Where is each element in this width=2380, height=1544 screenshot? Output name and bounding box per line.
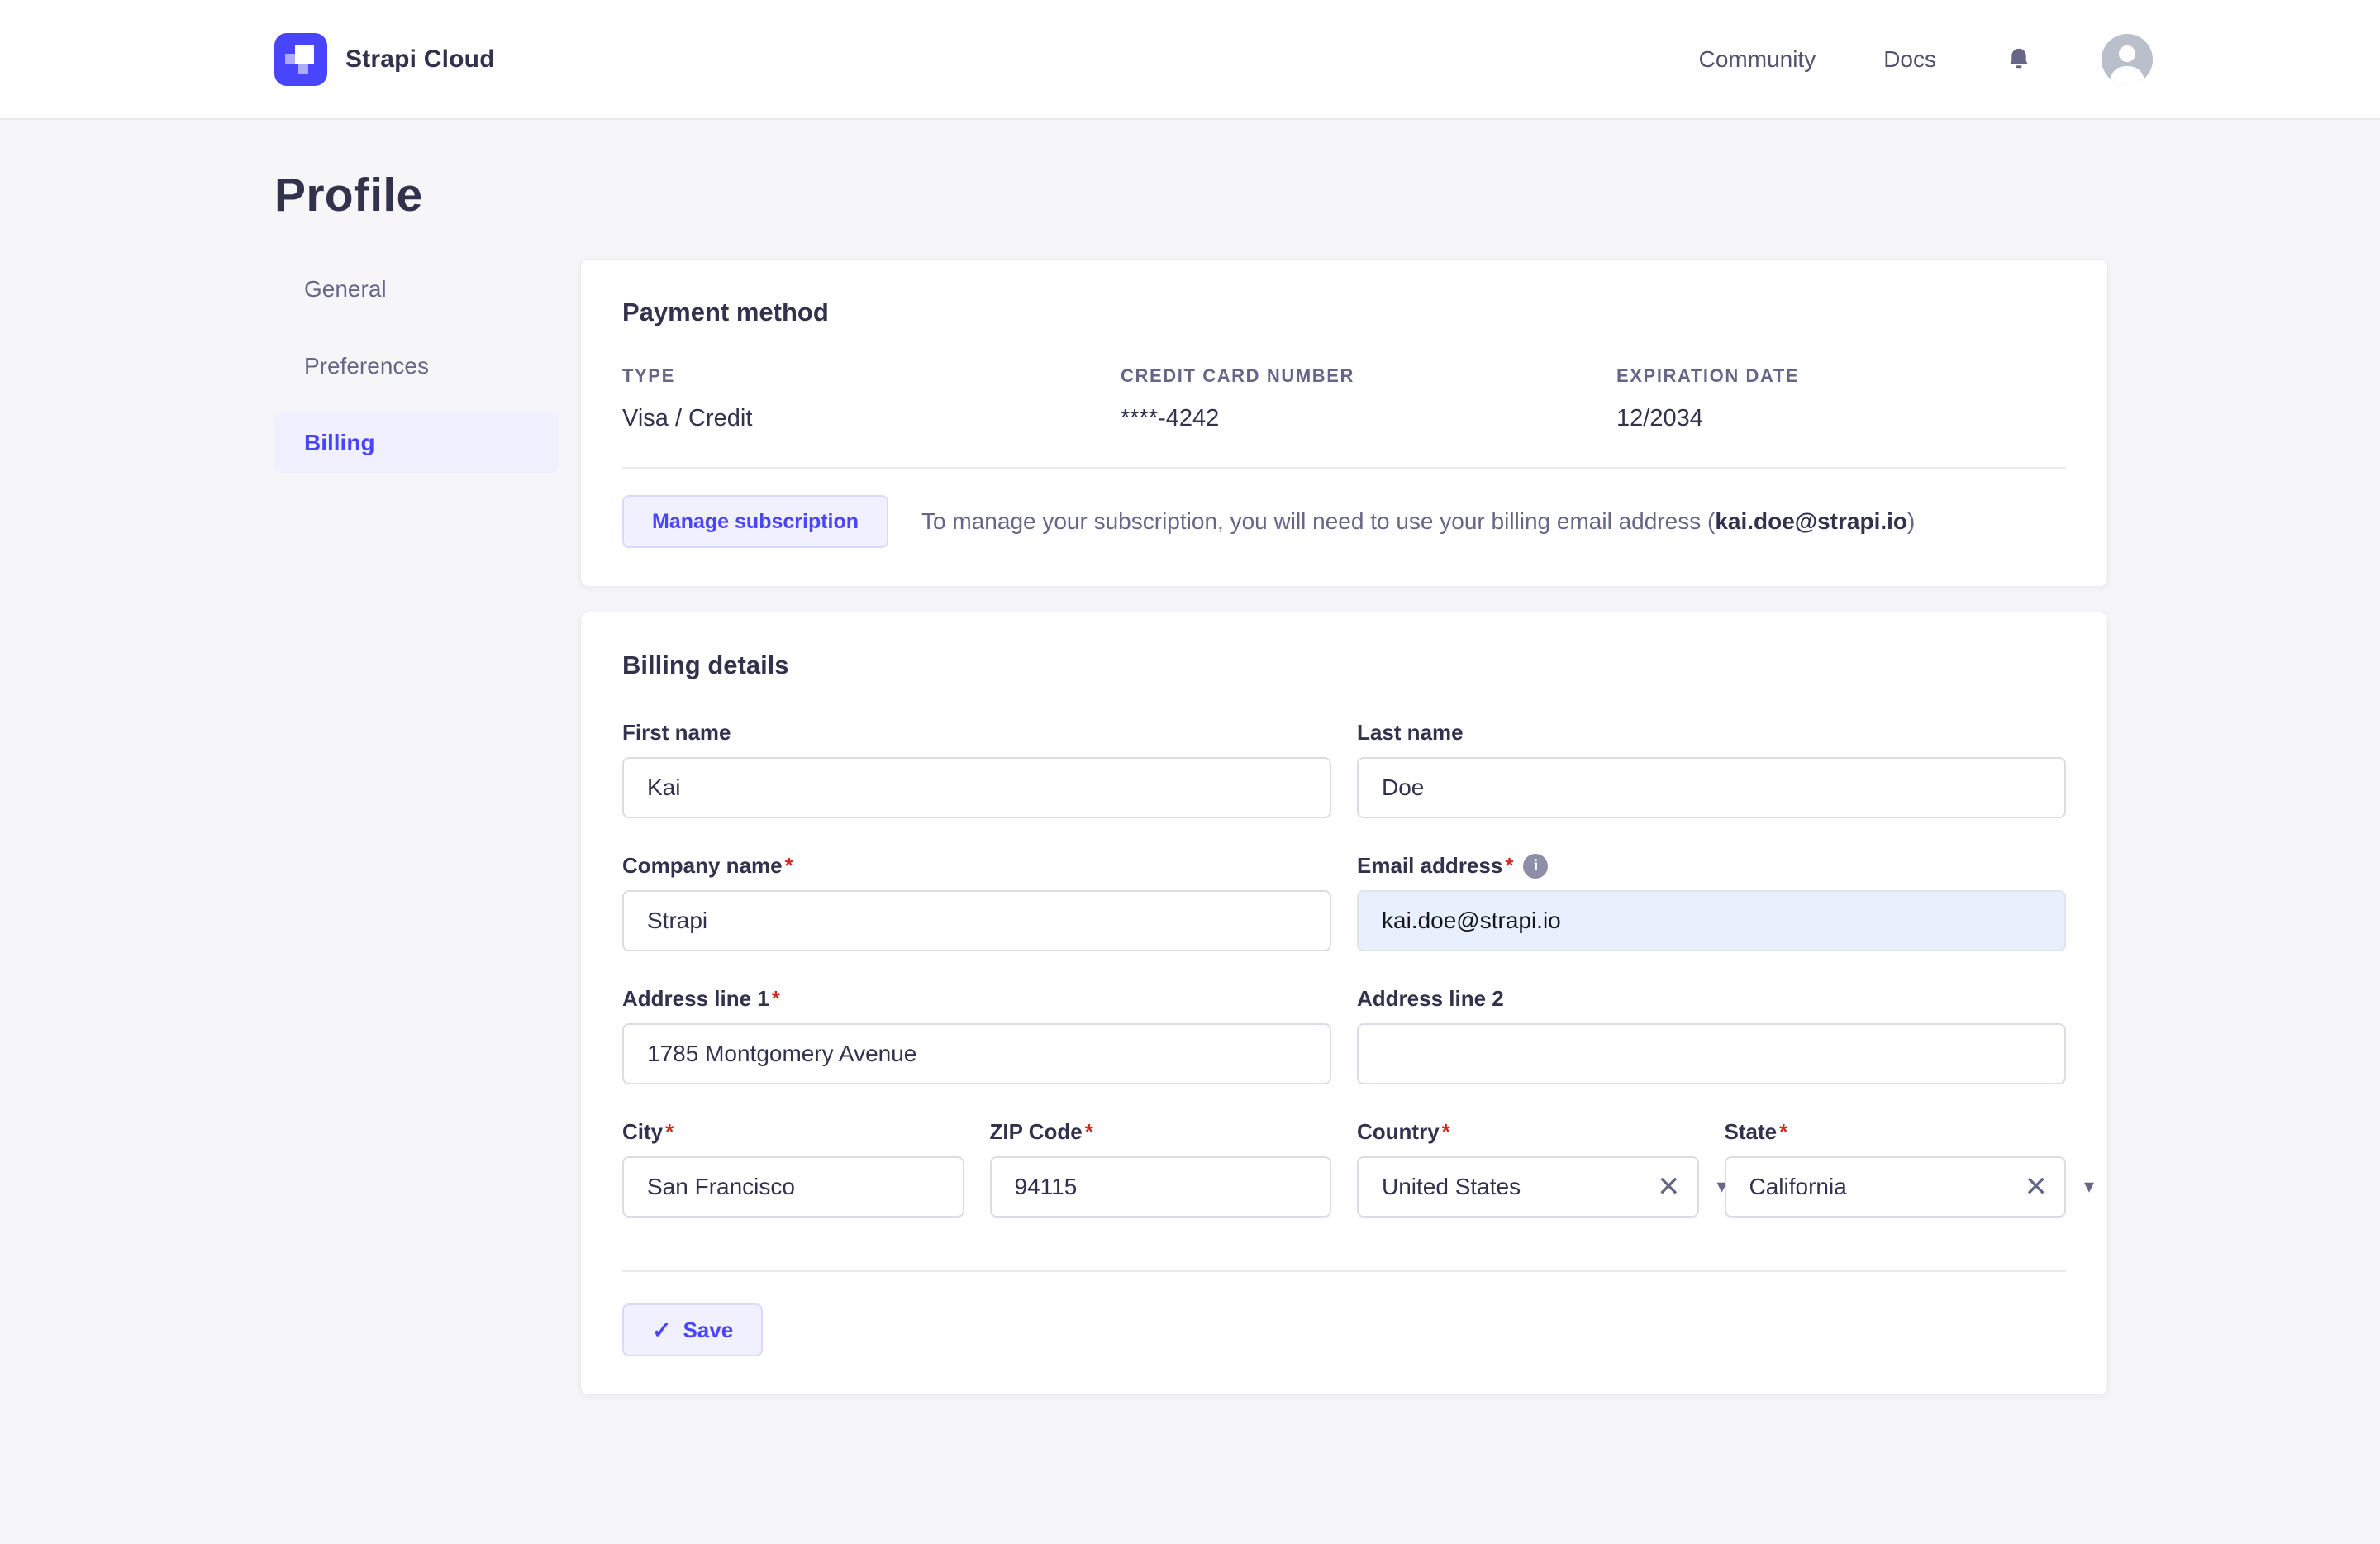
sidebar-item-billing[interactable]: Billing (274, 412, 559, 473)
address-line-1-input[interactable] (622, 1023, 1331, 1084)
country-clear-icon[interactable]: ✕ (1657, 1171, 1681, 1203)
required-asterisk: * (771, 986, 780, 1011)
form-divider (622, 1270, 2066, 1272)
credit-card-column: CREDIT CARD NUMBER ****-4242 (1121, 365, 1616, 432)
expiration-date-label: EXPIRATION DATE (1616, 365, 1800, 386)
billing-details-card: Billing details First name Last name Com… (580, 612, 2108, 1395)
label-text: Company name (622, 853, 783, 878)
state-input[interactable] (1724, 1156, 2066, 1218)
manage-subscription-button[interactable]: Manage subscription (622, 495, 889, 548)
nav-link-docs[interactable]: Docs (1883, 45, 1936, 72)
label-text: Last name (1357, 720, 1464, 745)
label-text: First name (622, 720, 731, 745)
city-field-group: City * (622, 1119, 964, 1218)
expiration-date-value: 12/2034 (1616, 405, 1703, 431)
sidebar-item-label: Billing (304, 429, 375, 455)
first-name-label: First name (622, 720, 1331, 746)
payment-type-column: TYPE Visa / Credit (622, 365, 1121, 432)
zip-code-label: ZIP Code * (990, 1119, 1332, 1145)
required-asterisk: * (1505, 853, 1514, 878)
address-line-1-field-group: Address line 1 * (622, 986, 1331, 1084)
profile-sidebar: General Preferences Billing (274, 259, 559, 489)
payment-type-label: TYPE (622, 365, 675, 386)
last-name-label: Last name (1357, 720, 2066, 746)
required-asterisk: * (665, 1119, 674, 1144)
zip-code-field-group: ZIP Code * (989, 1119, 1332, 1218)
label-text: Email address (1357, 853, 1503, 878)
country-caret-down-icon[interactable]: ▾ (1716, 1175, 1727, 1198)
email-input[interactable] (1357, 890, 2066, 951)
user-avatar[interactable] (2102, 33, 2153, 85)
main-column: Payment method TYPE Visa / Credit CREDIT… (580, 259, 2108, 1395)
payment-method-heading: Payment method (622, 298, 829, 326)
city-input[interactable] (622, 1156, 964, 1218)
required-asterisk: * (1779, 1119, 1788, 1144)
top-bar: Strapi Cloud Community Docs (0, 0, 2380, 120)
nav-link-community[interactable]: Community (1698, 45, 1816, 72)
payment-method-grid: TYPE Visa / Credit CREDIT CARD NUMBER **… (622, 365, 2066, 432)
company-name-input[interactable] (622, 890, 1331, 951)
sidebar-item-label: Preferences (304, 352, 429, 379)
label-text: ZIP Code (989, 1119, 1083, 1144)
state-field-group: State* ✕ ▾ (1724, 1119, 2094, 1218)
address-line-1-label: Address line 1 * (622, 986, 1331, 1012)
manage-subscription-note: To manage your subscription, you will ne… (921, 508, 1915, 535)
state-label: State * (1725, 1119, 2067, 1145)
check-icon: ✓ (652, 1317, 672, 1343)
company-name-field-group: Company name * (622, 853, 1331, 951)
billing-details-heading: Billing details (622, 650, 789, 679)
sidebar-item-preferences[interactable]: Preferences (274, 336, 559, 396)
country-label: Country * (1357, 1119, 1699, 1145)
state-combobox: ✕ ▾ (1724, 1156, 2094, 1218)
notifications-bell-icon[interactable] (2004, 45, 2034, 74)
city-label: City * (622, 1119, 964, 1145)
required-asterisk: * (1084, 1119, 1093, 1144)
sidebar-item-general[interactable]: General (274, 259, 559, 319)
payment-divider (622, 467, 2066, 469)
label-text: City (622, 1119, 664, 1144)
label-text: Address line 1 (622, 986, 769, 1011)
save-button[interactable]: ✓ Save (622, 1303, 764, 1356)
email-label: Email address * i (1357, 853, 2066, 879)
state-clear-icon[interactable]: ✕ (2024, 1171, 2049, 1203)
label-text: Address line 2 (1357, 986, 1504, 1011)
country-input[interactable] (1357, 1156, 1699, 1218)
strapi-logo-icon (274, 32, 327, 86)
zip-code-input[interactable] (989, 1156, 1331, 1218)
page-title: Profile (274, 169, 423, 222)
info-icon[interactable]: i (1523, 853, 1549, 879)
last-name-field-group: Last name (1357, 720, 2066, 818)
required-asterisk: * (1441, 1119, 1450, 1144)
required-asterisk: * (784, 853, 793, 878)
company-name-label: Company name * (622, 853, 1331, 879)
label-text: Country (1357, 1119, 1440, 1144)
brand-name: Strapi Cloud (345, 45, 495, 73)
last-name-input[interactable] (1357, 757, 2066, 818)
credit-card-number-label: CREDIT CARD NUMBER (1121, 365, 1355, 386)
brand[interactable]: Strapi Cloud (274, 32, 495, 86)
manage-subscription-row: Manage subscription To manage your subsc… (622, 495, 2066, 548)
payment-method-card: Payment method TYPE Visa / Credit CREDIT… (580, 259, 2108, 587)
email-field-group: Email address * i (1357, 853, 2066, 951)
page-content: Profile General Preferences Billing Paym… (0, 120, 2380, 1395)
credit-card-number-value: ****-4242 (1121, 405, 1220, 431)
expiration-column: EXPIRATION DATE 12/2034 (1616, 365, 2066, 432)
first-name-field-group: First name (622, 720, 1331, 818)
address-line-2-label: Address line 2 (1357, 986, 2066, 1012)
address-line-2-field-group: Address line 2 (1357, 986, 2066, 1084)
sidebar-item-label: General (304, 275, 387, 302)
first-name-input[interactable] (622, 757, 1331, 818)
save-button-label: Save (683, 1317, 734, 1342)
address-line-2-input[interactable] (1357, 1023, 2066, 1084)
label-text: State (1724, 1119, 1778, 1144)
country-combobox: ✕ ▾ (1357, 1156, 1727, 1218)
billing-email: kai.doe@strapi.io (1715, 508, 1908, 534)
state-caret-down-icon[interactable]: ▾ (2083, 1175, 2094, 1198)
note-suffix: ) (1907, 508, 1916, 534)
top-nav: Community Docs (1698, 33, 2153, 85)
country-field-group: Country* ✕ ▾ (1357, 1119, 1727, 1218)
note-prefix: To manage your subscription, you will ne… (921, 508, 1716, 534)
payment-type-value: Visa / Credit (622, 405, 753, 431)
